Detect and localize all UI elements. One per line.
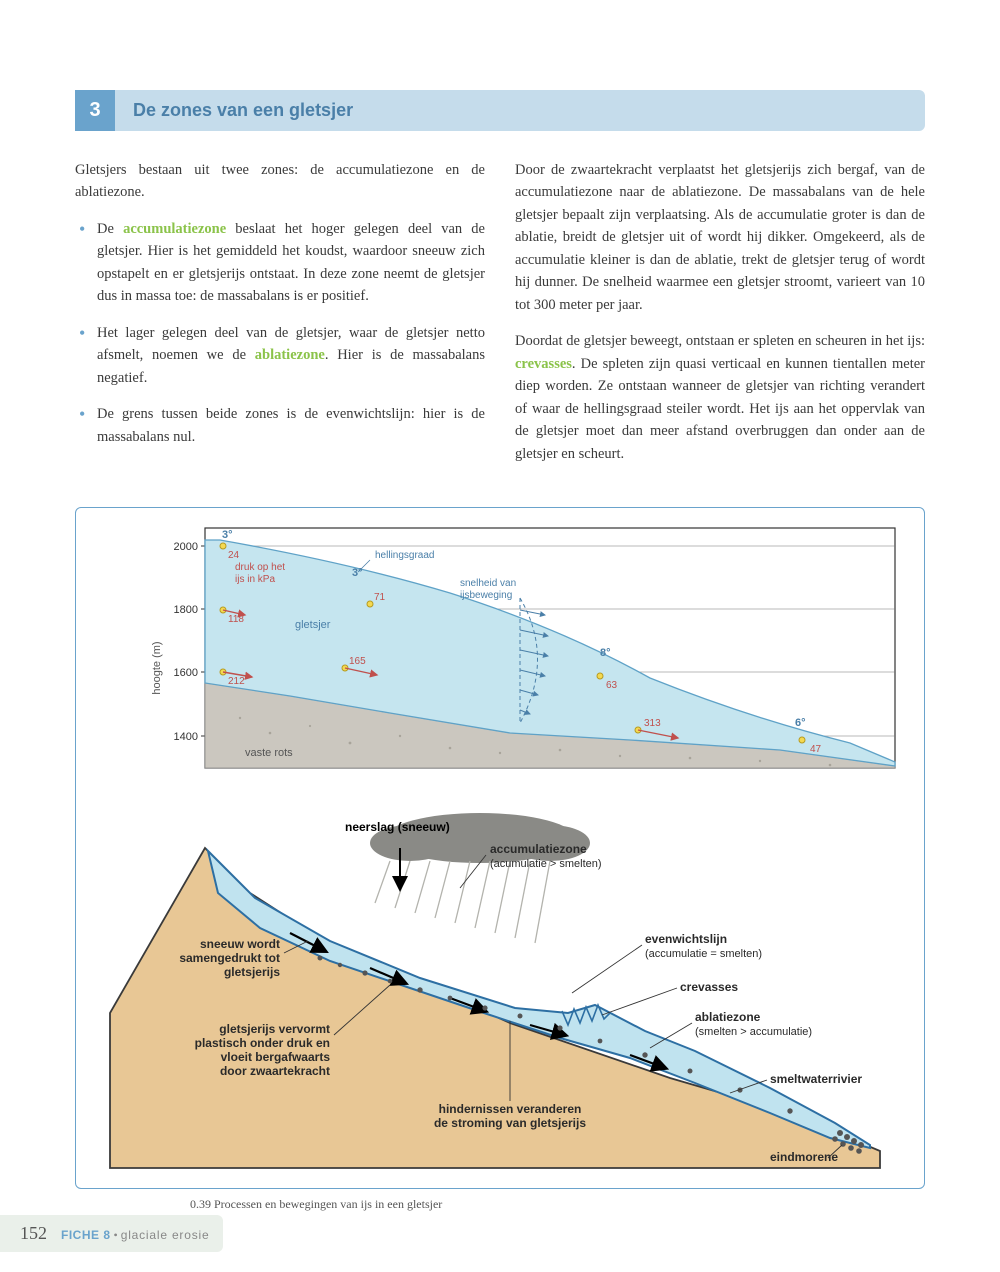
kpa: 118: [228, 614, 244, 625]
velocity-label-1: snelheid van: [460, 578, 516, 589]
text: De: [97, 221, 123, 237]
list-item: Het lager gelegen deel van de gletsjer, …: [75, 322, 485, 389]
ytick: 1400: [174, 731, 198, 743]
rock-label: vaste rots: [245, 747, 293, 759]
glacier-pressure-chart: hoogte (m) 2000 1800 1600 1400: [86, 518, 914, 788]
label-abl-sub: (smelten > accumulatie): [695, 1026, 812, 1038]
list-item: De accumulatiezone beslaat het hoger gel…: [75, 218, 485, 308]
section-title: De zones van een gletsjer: [115, 90, 925, 131]
section-number: 3: [75, 90, 115, 131]
left-column: Gletsjers bestaan uit twee zones: de acc…: [75, 159, 485, 479]
ytick: 1600: [174, 667, 198, 679]
kpa: 71: [374, 592, 386, 603]
pressure-label-1: druk op het: [235, 562, 285, 573]
label-smeltwater: smeltwaterrivier: [770, 1072, 862, 1086]
sep: •: [114, 1228, 118, 1242]
right-column: Door de zwaartekracht verplaatst het gle…: [515, 159, 925, 479]
page-number: 152: [20, 1223, 47, 1244]
kpa: 63: [606, 680, 618, 691]
ytick: 1800: [174, 604, 198, 616]
angle: 8°: [600, 647, 611, 659]
label-vervormt-1: gletsjerijs vervormt: [219, 1022, 330, 1036]
list-item: De grens tussen beide zones is de evenwi…: [75, 403, 485, 448]
text: . De spleten zijn quasi verticaal en kun…: [515, 356, 925, 462]
glacier-process-diagram: neerslag (sneeuw): [86, 793, 914, 1173]
label-vervormt-3: vloeit bergafwaarts: [221, 1050, 331, 1064]
footer: 152 fiche 8 • glaciale erosie: [0, 1215, 223, 1252]
label-evenw-sub: (accumulatie = smelten): [645, 948, 762, 960]
label-evenwichtslijn: evenwichtslijn: [645, 932, 727, 946]
kpa: 47: [810, 744, 822, 755]
paragraph: Doordat de gletsjer beweegt, ontstaan er…: [515, 330, 925, 465]
label-crevasses: crevasses: [680, 980, 738, 994]
bullet-list: De accumulatiezone beslaat het hoger gel…: [75, 218, 485, 448]
label-sneeuw-3: gletsjerijs: [224, 965, 280, 979]
ytick: 2000: [174, 541, 198, 553]
label-sneeuw-2: samengedrukt tot: [179, 951, 280, 965]
label-hinder-2: de stroming van gletsjerijs: [434, 1116, 586, 1130]
label-accumulatiezone: accumulatiezone: [490, 842, 587, 856]
fiche-label: fiche 8: [61, 1228, 111, 1242]
topic-label: glaciale erosie: [121, 1228, 210, 1242]
label-eindmorene: eindmorene: [770, 1150, 838, 1164]
label-hinder-1: hindernissen veranderen: [439, 1102, 582, 1116]
label-sneeuw-1: sneeuw wordt: [200, 937, 280, 951]
angle: 3°: [222, 529, 233, 541]
glacier-label: gletsjer: [295, 619, 331, 631]
angle: 6°: [795, 717, 806, 729]
label-ablatiezone: ablatiezone: [695, 1010, 761, 1024]
kpa: 165: [349, 656, 366, 667]
diagram-container: hoogte (m) 2000 1800 1600 1400: [75, 507, 925, 1189]
kpa: 212: [228, 676, 245, 687]
section-header: 3 De zones van een gletsjer: [75, 90, 925, 131]
keyword-crevasses: crevasses: [515, 356, 572, 372]
body-columns: Gletsjers bestaan uit twee zones: de acc…: [75, 159, 925, 479]
label-acc-sub: (acumulatie > smelten): [490, 858, 602, 870]
pressure-label-2: ijs in kPa: [235, 574, 275, 585]
intro-paragraph: Gletsjers bestaan uit twee zones: de acc…: [75, 159, 485, 204]
kpa: 24: [228, 550, 240, 561]
text: Doordat de gletsjer beweegt, ontstaan er…: [515, 333, 925, 349]
kpa: 313: [644, 718, 661, 729]
label-vervormt-4: door zwaartekracht: [220, 1064, 330, 1078]
label-vervormt-2: plastisch onder druk en: [195, 1036, 330, 1050]
paragraph: Door de zwaartekracht verplaatst het gle…: [515, 159, 925, 316]
label-neerslag: neerslag (sneeuw): [345, 820, 450, 834]
slope-label: hellingsgraad: [375, 550, 435, 561]
y-axis-label: hoogte (m): [151, 641, 163, 694]
figure-caption: 0.39 Processen en bewegingen van ijs in …: [190, 1197, 925, 1212]
velocity-label-2: ijsbeweging: [460, 590, 512, 601]
keyword-ablatiezone: ablatiezone: [255, 347, 325, 363]
keyword-accumulatiezone: accumulatiezone: [123, 221, 226, 237]
